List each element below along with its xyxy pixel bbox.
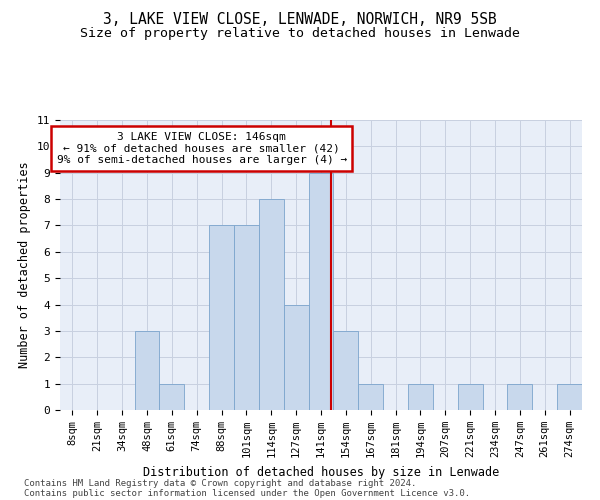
Bar <box>458 384 482 410</box>
X-axis label: Distribution of detached houses by size in Lenwade: Distribution of detached houses by size … <box>143 466 499 478</box>
Text: Size of property relative to detached houses in Lenwade: Size of property relative to detached ho… <box>80 28 520 40</box>
Bar <box>209 226 234 410</box>
Text: 3, LAKE VIEW CLOSE, LENWADE, NORWICH, NR9 5SB: 3, LAKE VIEW CLOSE, LENWADE, NORWICH, NR… <box>103 12 497 28</box>
Text: Contains public sector information licensed under the Open Government Licence v3: Contains public sector information licen… <box>24 488 470 498</box>
Bar <box>358 384 383 410</box>
Bar <box>134 331 160 410</box>
Bar <box>508 384 532 410</box>
Bar <box>334 331 358 410</box>
Text: Contains HM Land Registry data © Crown copyright and database right 2024.: Contains HM Land Registry data © Crown c… <box>24 478 416 488</box>
Bar <box>557 384 582 410</box>
Bar <box>234 226 259 410</box>
Bar <box>160 384 184 410</box>
Y-axis label: Number of detached properties: Number of detached properties <box>18 162 31 368</box>
Bar <box>259 199 284 410</box>
Bar <box>308 172 334 410</box>
Text: 3 LAKE VIEW CLOSE: 146sqm
← 91% of detached houses are smaller (42)
9% of semi-d: 3 LAKE VIEW CLOSE: 146sqm ← 91% of detac… <box>56 132 347 165</box>
Bar <box>284 304 308 410</box>
Bar <box>408 384 433 410</box>
